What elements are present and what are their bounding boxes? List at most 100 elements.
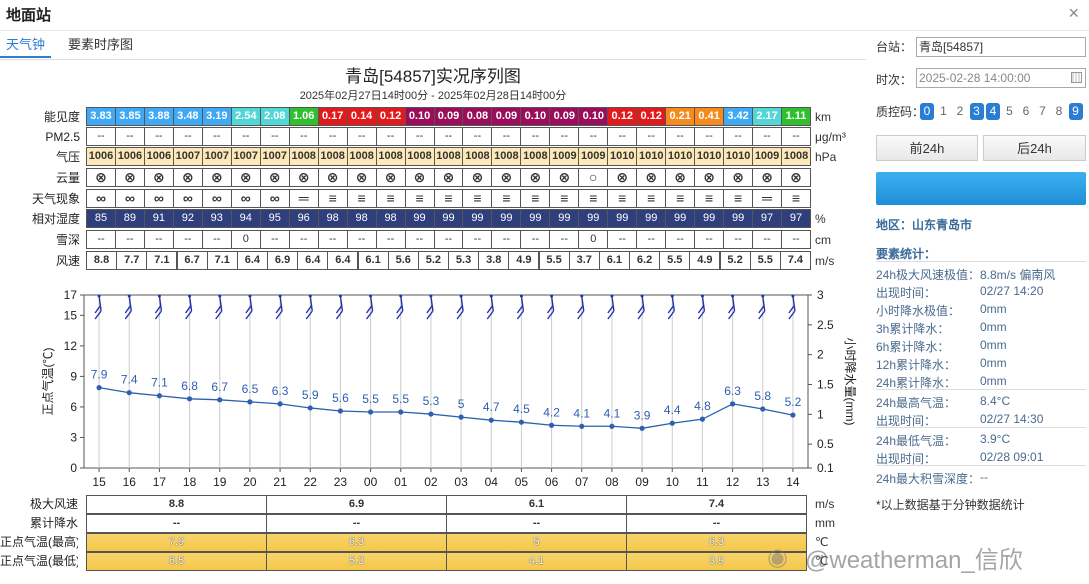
visibility-cell: 0.09: [491, 107, 522, 126]
next-24h-button[interactable]: 后24h: [983, 135, 1086, 161]
window-titlebar: 地面站 ×: [0, 0, 1089, 31]
wind-cell: 3.7: [568, 251, 600, 270]
wind-barb-dot: [278, 294, 282, 298]
x-tick-label: 18: [183, 475, 197, 489]
row-label: PM2.5: [45, 130, 80, 144]
pm25-cell: --: [607, 127, 638, 146]
summary-cell: 6.3: [266, 533, 447, 552]
row-label: 气压: [55, 150, 80, 164]
tab-weather-clock[interactable]: 天气钟: [0, 31, 52, 58]
wind-cell: 8.8: [86, 251, 118, 270]
prev-24h-button[interactable]: 前24h: [876, 135, 978, 161]
humidity-cell: 98: [317, 209, 348, 228]
side-panel: 台站： 青岛[54857] 时次： 2025-02-28 14:00:00 质控…: [876, 30, 1089, 584]
pressure-cell: 1006: [114, 147, 145, 166]
wind-barb-icon: [516, 295, 525, 320]
time-input[interactable]: 2025-02-28 14:00:00: [916, 68, 1086, 88]
qc-code-2[interactable]: 2: [956, 104, 964, 118]
weather-cell: ∞: [201, 189, 232, 208]
humidity-cell: 99: [665, 209, 696, 228]
row-unit: %: [815, 212, 826, 226]
qc-code-6[interactable]: 6: [1022, 104, 1030, 118]
cloud-cell: ⊗: [86, 168, 116, 187]
qc-code-5[interactable]: 5: [1006, 104, 1013, 118]
qc-code-0[interactable]: 0: [920, 103, 934, 120]
x-tick-label: 08: [605, 475, 619, 489]
stat-item: 24h最低气温： 3.9°C: [876, 432, 1010, 449]
wind-barb-dot: [157, 294, 161, 298]
visibility-cell: 0.12: [375, 107, 406, 126]
temperature-point: [639, 425, 645, 431]
wind-barb-icon: [577, 295, 585, 320]
query-button[interactable]: [876, 172, 1086, 205]
humidity-cell: 96: [288, 209, 319, 228]
temperature-label: 7.9: [91, 368, 108, 382]
visibility-cell: 0.10: [578, 107, 609, 126]
temperature-point: [217, 397, 223, 403]
x-tick-label: 05: [515, 475, 529, 489]
wind-barb-icon: [637, 295, 645, 320]
y-tick-label: 12: [64, 339, 78, 353]
pressure-cell: 1008: [520, 147, 551, 166]
snow-cell: --: [114, 230, 145, 249]
visibility-cell: 1.11: [781, 107, 811, 126]
pressure-cell: 1008: [375, 147, 406, 166]
wind-barb-dot: [218, 294, 222, 298]
close-icon[interactable]: ×: [1068, 3, 1079, 23]
visibility-cell: 2.08: [259, 107, 290, 126]
pressure-cell: 1008: [346, 147, 377, 166]
summary-cell: 6.9: [266, 495, 447, 514]
wind-cell: 5.2: [719, 251, 751, 270]
y2-tick-label: 1.5: [817, 377, 834, 391]
row-label: 雪深: [55, 233, 80, 247]
wind-barb-icon: [396, 295, 404, 320]
temperature-label: 4.1: [604, 406, 621, 420]
wind-barb-dot: [731, 294, 735, 298]
qc-code-4[interactable]: 4: [986, 103, 1000, 120]
row-weather: 天气现象 ∞ ∞ ∞ ∞ ∞ ∞ ∞ ═ ≡ ≡ ≡ ≡ ≡ ≡ ≡ ≡ ≡ ≡ ≡ ≡ ≡ ≡ ≡ ═ ≡: [0, 189, 866, 209]
stat-item: 3h累计降水： 0mm: [876, 320, 1007, 337]
cloud-cell: ⊗: [607, 168, 638, 187]
snow-cell: --: [172, 230, 203, 249]
snow-cell: --: [143, 230, 174, 249]
qc-code-1[interactable]: 1: [940, 104, 947, 118]
row-wind: 风速 8.8 7.7 7.1 6.7 7.1 6.4 6.9 6.4 6.4 6.1 5.6 5.2 5.…: [0, 251, 866, 271]
stat-item: 出现时间： 02/28 09:01: [876, 450, 1043, 467]
divider: [876, 389, 1086, 390]
temperature-point: [247, 399, 253, 405]
wind-barb-icon: [728, 295, 736, 320]
x-tick-label: 01: [394, 475, 408, 489]
weather-cell: ≡: [346, 189, 377, 208]
tab-element-series[interactable]: 要素时序图: [68, 37, 134, 52]
stat-item: 出现时间： 02/27 14:20: [876, 284, 1043, 301]
qc-code-7[interactable]: 7: [1039, 104, 1046, 118]
station-input[interactable]: 青岛[54857]: [916, 37, 1086, 57]
calendar-icon[interactable]: [1071, 72, 1082, 83]
snow-cell: --: [636, 230, 667, 249]
wind-cell: 5.3: [448, 251, 480, 270]
stat-key: 出现时间：: [876, 414, 937, 428]
stats-note: *以上数据基于分钟数据统计: [876, 498, 1025, 512]
pressure-cell: 1008: [781, 147, 811, 166]
temperature-label: 4.2: [543, 405, 560, 419]
pressure-cell: 1006: [143, 147, 174, 166]
y-tick-label: 15: [64, 308, 78, 322]
weather-cell: ≡: [607, 189, 638, 208]
temperature-point: [488, 417, 494, 423]
qc-code-3[interactable]: 3: [969, 103, 984, 120]
stat-key: 24h极大风速极值：: [876, 268, 981, 282]
qc-code-9[interactable]: 9: [1068, 103, 1083, 120]
humidity-cell: 99: [520, 209, 551, 228]
humidity-cell: 95: [259, 209, 290, 228]
summary-cell: --: [266, 514, 447, 533]
stat-item: 出现时间： 02/27 14:30: [876, 412, 1043, 429]
snow-cell: --: [752, 230, 783, 249]
row-humidity: 相对湿度 85 89 91 92 93 94 95 96 98 98 98 99 99 99 99 99 99 99…: [0, 209, 866, 229]
qc-code-8[interactable]: 8: [1055, 104, 1063, 118]
row-cloud: 云量 ⊗ ⊗ ⊗ ⊗ ⊗ ⊗ ⊗ ⊗ ⊗ ⊗ ⊗ ⊗ ⊗ ⊗ ⊗ ⊗ ⊗ ○ ⊗ ⊗ ⊗ ⊗ ⊗ ⊗ ⊗: [0, 168, 866, 188]
summary-unit: m/s: [815, 497, 835, 511]
summary-label: 累计降水: [29, 516, 78, 530]
summary-unit: ℃: [815, 535, 829, 549]
wind-barb-dot: [188, 294, 192, 298]
cloud-cell: ⊗: [230, 168, 261, 187]
